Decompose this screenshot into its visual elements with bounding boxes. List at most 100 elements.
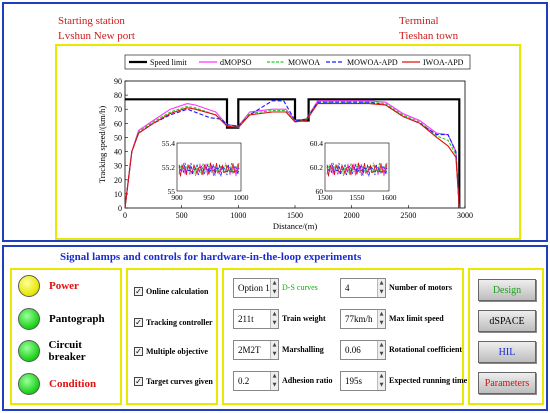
speed-chart-svg: 0 500 1000 1500 2000 2500 3000 0 10 20 30 40 50 60 70 8… <box>97 54 473 231</box>
y-axis-label: Tracking speed/(km/h) <box>97 106 107 184</box>
x-tick-label: 0 <box>123 211 127 220</box>
y-tick-label: 60 <box>114 119 122 128</box>
spinner-arrows-icon[interactable]: ▲ ▼ <box>377 341 385 359</box>
inset-trace <box>326 162 388 177</box>
inset-y-tick-label: 60.2 <box>310 163 323 172</box>
spinner-arrows-icon[interactable]: ▲ ▼ <box>270 372 278 390</box>
legend-label: IWOA-APD <box>423 58 464 67</box>
spinner-arrows-icon[interactable]: ▲ ▼ <box>270 279 278 297</box>
x-tick-label: 3000 <box>457 211 473 220</box>
y-tick-label: 10 <box>114 190 122 199</box>
train-weight-value: 211t <box>238 314 254 324</box>
circuit-breaker-lamp-icon <box>18 340 40 362</box>
max-speed-label: Max limit speed <box>389 314 444 323</box>
terminal-label: Terminal <box>399 15 439 27</box>
inset-x-tick-label: 900 <box>171 193 183 202</box>
option-select[interactable]: Option 1 ▲ ▼ <box>233 278 279 298</box>
legend-label: dMOPSO <box>220 58 252 67</box>
y-tick-label: 50 <box>114 133 122 142</box>
series-line-mowoa-apd <box>124 100 460 209</box>
condition-lamp-label: Condition <box>49 378 97 390</box>
option-label: D-S curves <box>282 283 318 292</box>
spinner-arrows-icon[interactable]: ▲ ▼ <box>377 310 385 328</box>
check-tracking-controller[interactable]: ✓ Tracking controller <box>134 315 213 329</box>
legend-label: Speed limit <box>150 58 187 67</box>
spinner-arrows-icon[interactable]: ▲ ▼ <box>270 341 278 359</box>
inset-x-tick-label: 950 <box>203 193 215 202</box>
inset-y-tick-label: 60 <box>316 187 324 196</box>
train-weight-input[interactable]: 211t ▲ ▼ <box>233 309 279 329</box>
start-station-label: Starting station <box>58 15 125 27</box>
motors-input[interactable]: 4 ▲ ▼ <box>340 278 386 298</box>
checkbox-checked-icon[interactable]: ✓ <box>134 286 143 296</box>
series-line-speed-limit <box>125 98 461 208</box>
parameters-group: Option 1 ▲ ▼ D-S curves 4 ▲ ▼ Number of mo… <box>222 268 468 405</box>
check-target-curves[interactable]: ✓ Target curves given <box>134 374 213 388</box>
series-line-dmopso <box>124 100 460 209</box>
adhesion-value: 0.2 <box>238 376 250 386</box>
parameters-button[interactable]: Parameters <box>478 372 536 394</box>
inset-y-tick-label: 55.4 <box>162 139 175 148</box>
buttons-group: Design dSPACE HIL Parameters <box>468 268 544 405</box>
y-tick-label: 70 <box>114 105 122 114</box>
x-tick-label: 2000 <box>344 211 360 220</box>
running-time-input[interactable]: 195s ▲ ▼ <box>340 371 386 391</box>
design-button[interactable]: Design <box>478 279 536 301</box>
option-value: Option 1 <box>238 283 270 293</box>
terminal-name: Tieshan town <box>399 30 459 42</box>
inset-x-tick-label: 1600 <box>382 193 397 202</box>
inset-trace <box>326 162 388 177</box>
series-line-iwoa-apd <box>124 103 460 209</box>
inset-x-tick-label: 1000 <box>234 193 249 202</box>
spinner-arrows-icon[interactable]: ▲ ▼ <box>377 279 385 297</box>
checkbox-checked-icon[interactable]: ✓ <box>134 317 143 327</box>
spinner-arrows-icon[interactable]: ▲ ▼ <box>377 372 385 390</box>
circuit-breaker-lamp-label: Circuit breaker <box>48 339 86 363</box>
spinner-arrows-icon[interactable]: ▲ ▼ <box>270 310 278 328</box>
checkbox-checked-icon[interactable]: ✓ <box>134 376 143 386</box>
rotational-coef-label: Rotational coefficient <box>389 345 463 354</box>
rotational-coef-input[interactable]: 0.06 ▲ ▼ <box>340 340 386 360</box>
inset-trace <box>178 162 240 177</box>
condition-lamp-icon <box>18 373 40 395</box>
y-tick-label: 30 <box>114 162 122 171</box>
options-group: ✓ Online calculation ✓ Tracking controll… <box>126 268 218 405</box>
inset-trace <box>178 162 240 176</box>
y-tick-label: 80 <box>114 91 122 100</box>
adhesion-label: Adhesion ratio <box>282 376 333 385</box>
check-multiple-objective[interactable]: ✓ Multiple objective <box>134 344 208 358</box>
x-axis-label: Distance/(m) <box>273 221 318 231</box>
marshalling-value: 2M2T <box>238 345 261 355</box>
checkbox-checked-icon[interactable]: ✓ <box>134 346 143 356</box>
pantograph-lamp-label: Pantograph <box>49 313 105 325</box>
adhesion-input[interactable]: 0.2 ▲ ▼ <box>233 371 279 391</box>
train-weight-label: Train weight <box>282 314 326 323</box>
x-tick-label: 1500 <box>287 211 303 220</box>
max-speed-value: 77km/h <box>345 314 373 324</box>
legend-box <box>124 54 471 70</box>
legend-label: MOWOA-APD <box>347 58 398 67</box>
lamp-row-condition: Condition <box>18 371 96 397</box>
running-time-label: Expected running time <box>389 376 468 385</box>
marshalling-label: Marshalling <box>282 345 324 354</box>
pantograph-lamp-icon <box>18 308 40 330</box>
lamp-row-pantograph: Pantograph <box>18 306 105 332</box>
check-label: Online calculation <box>146 286 209 296</box>
inset-x-tick-label: 1550 <box>350 193 365 202</box>
dspace-button[interactable]: dSPACE <box>478 310 536 332</box>
y-tick-label: 20 <box>114 176 122 185</box>
check-online-calculation[interactable]: ✓ Online calculation <box>134 284 208 298</box>
hil-button[interactable]: HIL <box>478 341 536 363</box>
check-label: Target curves given <box>146 376 213 386</box>
running-time-value: 195s <box>345 376 363 386</box>
marshalling-input[interactable]: 2M2T ▲ ▼ <box>233 340 279 360</box>
lamp-row-circuit-breaker: Circuit breaker <box>18 338 120 364</box>
inset-plot-area <box>324 142 390 192</box>
x-tick-label: 2500 <box>400 211 416 220</box>
power-lamp-icon <box>18 275 40 297</box>
lamps-group: Power Pantograph Circuit breaker Conditi… <box>10 268 122 405</box>
max-speed-input[interactable]: 77km/h ▲ ▼ <box>340 309 386 329</box>
lamp-row-power: Power <box>18 273 79 299</box>
inset-y-tick-label: 55 <box>168 187 176 196</box>
signal-panel-title: Signal lamps and controls for hardware-i… <box>60 251 362 263</box>
